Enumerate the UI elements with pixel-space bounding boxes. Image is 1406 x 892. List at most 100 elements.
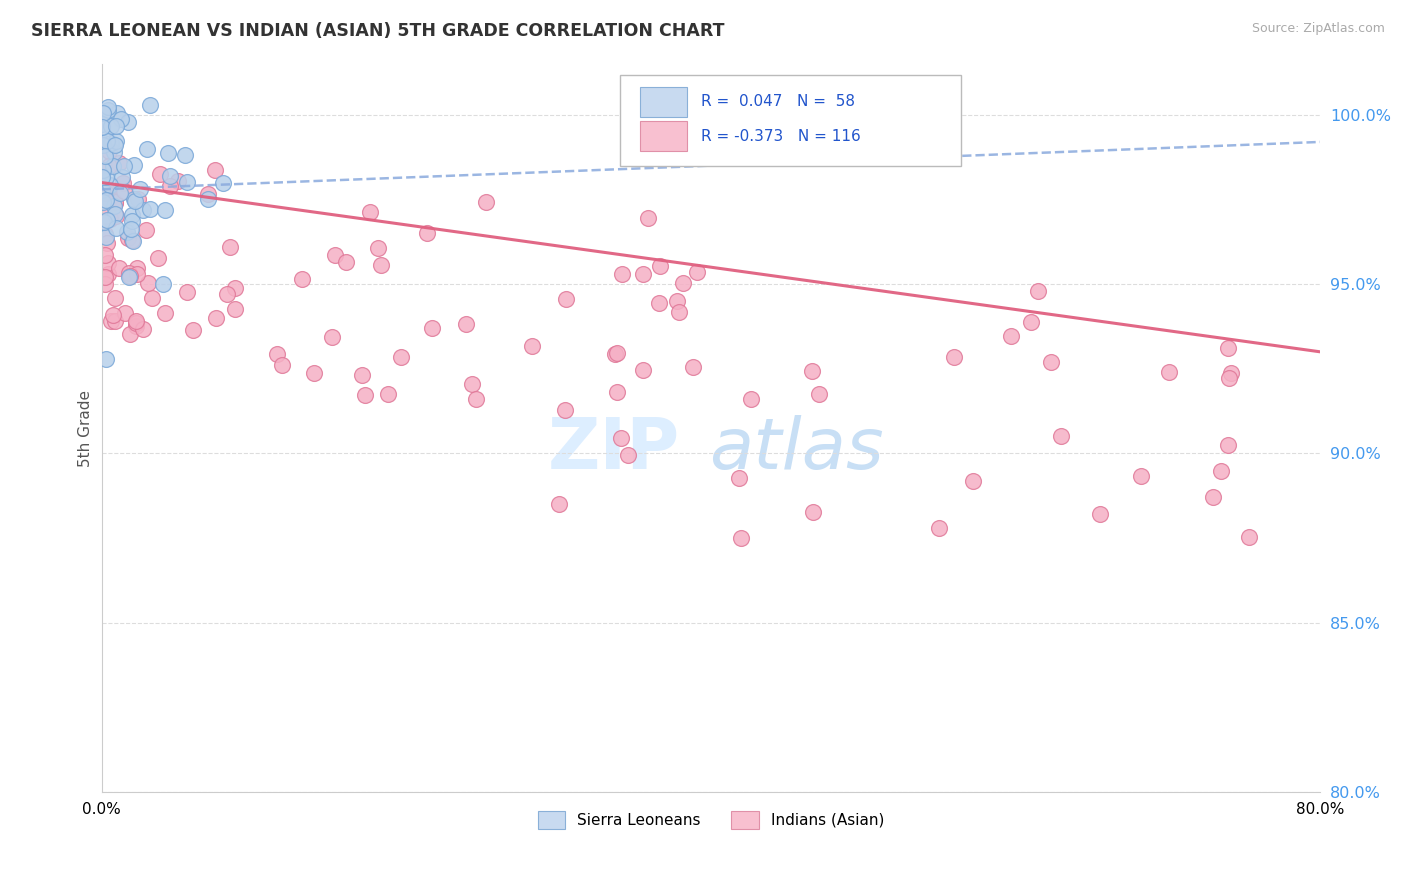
Point xyxy=(118,269,141,284)
Point xyxy=(96,213,118,227)
Point xyxy=(370,258,392,272)
Point xyxy=(1218,342,1240,356)
Point xyxy=(93,248,115,262)
Point xyxy=(335,255,357,269)
Point xyxy=(359,205,381,219)
Point xyxy=(125,261,148,276)
Point xyxy=(100,119,122,133)
Point xyxy=(224,301,246,316)
Point xyxy=(606,346,628,360)
Point xyxy=(148,252,170,266)
Point xyxy=(110,112,132,127)
Text: atlas: atlas xyxy=(709,416,883,484)
Point xyxy=(128,182,150,196)
Point xyxy=(740,392,762,406)
Y-axis label: 5th Grade: 5th Grade xyxy=(79,390,93,467)
Point xyxy=(205,311,228,326)
Point xyxy=(141,292,163,306)
Text: R =  0.047   N =  58: R = 0.047 N = 58 xyxy=(702,95,855,110)
Point xyxy=(197,187,219,202)
Point xyxy=(212,176,235,190)
Point xyxy=(115,225,138,239)
Point xyxy=(98,144,121,158)
Point xyxy=(321,330,343,344)
Point xyxy=(91,117,114,131)
Point xyxy=(98,178,121,193)
Point xyxy=(91,120,114,134)
Point xyxy=(125,313,148,327)
Point xyxy=(159,178,181,193)
Point xyxy=(1157,366,1180,380)
Point xyxy=(554,403,576,417)
Point xyxy=(94,169,117,184)
Point xyxy=(96,351,118,366)
Point xyxy=(114,159,136,173)
Point xyxy=(121,208,143,222)
Point xyxy=(174,148,197,162)
Point xyxy=(176,175,198,189)
Point xyxy=(224,281,246,295)
Point xyxy=(672,276,695,290)
Point xyxy=(181,323,204,337)
Point xyxy=(686,264,709,278)
Point xyxy=(117,115,139,129)
Point xyxy=(118,270,141,285)
Point xyxy=(91,135,114,149)
Point xyxy=(1202,490,1225,504)
Point xyxy=(728,471,751,485)
Point xyxy=(157,145,180,160)
Point xyxy=(522,339,544,353)
Point xyxy=(93,106,115,120)
Point xyxy=(91,170,114,185)
Point xyxy=(108,156,131,170)
Point xyxy=(93,194,115,209)
Point xyxy=(98,211,121,226)
Point xyxy=(136,142,159,156)
Text: R = -0.373   N = 116: R = -0.373 N = 116 xyxy=(702,128,860,144)
Point xyxy=(808,386,831,401)
Point xyxy=(93,215,115,229)
Point xyxy=(121,233,143,247)
Point xyxy=(1219,366,1241,380)
Point xyxy=(416,226,439,240)
Point xyxy=(132,202,155,217)
Point xyxy=(112,185,135,199)
Point xyxy=(98,159,121,173)
Point xyxy=(962,474,984,488)
Point xyxy=(104,196,127,211)
Point xyxy=(94,186,117,201)
Point xyxy=(127,192,149,206)
Point xyxy=(1218,371,1240,385)
Point xyxy=(606,385,628,400)
Point xyxy=(152,277,174,292)
Point xyxy=(111,170,134,185)
Bar xyxy=(640,87,686,117)
Point xyxy=(1050,429,1073,443)
Point xyxy=(159,169,181,183)
Point xyxy=(94,149,117,163)
Point xyxy=(1237,530,1260,544)
Point xyxy=(367,241,389,255)
Point xyxy=(97,100,120,114)
Point xyxy=(121,213,143,227)
Point xyxy=(104,195,127,210)
Point xyxy=(100,314,122,328)
Point xyxy=(942,350,965,364)
Point xyxy=(121,234,143,248)
Point xyxy=(547,497,569,511)
Point xyxy=(633,362,655,376)
Point xyxy=(96,184,118,198)
Point xyxy=(97,192,120,206)
Point xyxy=(125,316,148,330)
Point xyxy=(118,326,141,341)
Point xyxy=(93,209,115,223)
Point xyxy=(323,248,346,262)
Point xyxy=(97,103,120,117)
Point xyxy=(91,183,114,197)
Point xyxy=(420,321,443,335)
Point xyxy=(104,119,127,133)
Point xyxy=(1026,284,1049,298)
Point xyxy=(353,388,375,402)
Point xyxy=(377,387,399,401)
Bar xyxy=(640,120,686,152)
